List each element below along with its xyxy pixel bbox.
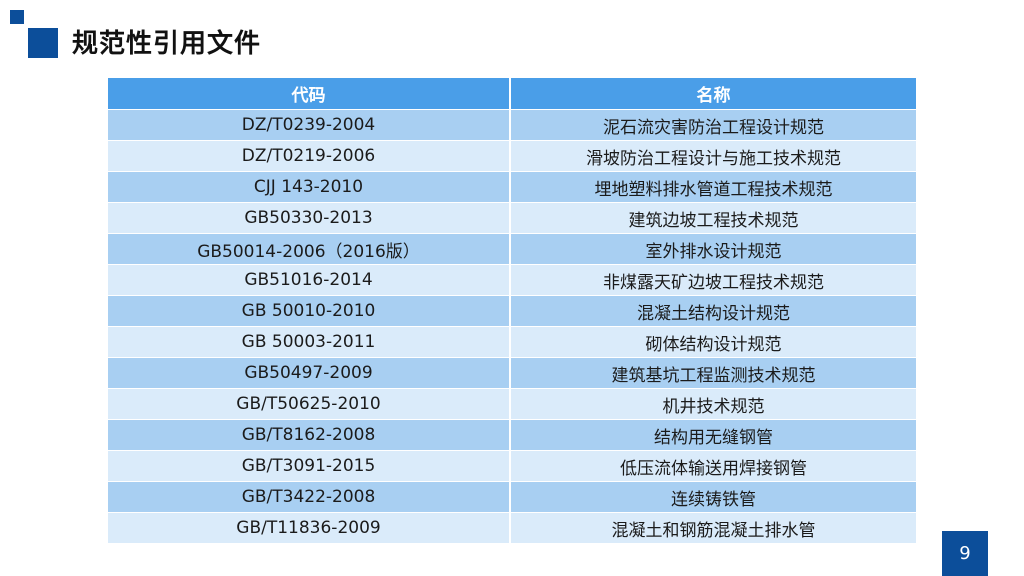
cell-name: 混凝土结构设计规范: [511, 296, 916, 327]
table-row: GB/T50625-2010 机井技术规范: [108, 389, 916, 420]
cell-name: 室外排水设计规范: [511, 234, 916, 265]
cell-code: DZ/T0239-2004: [108, 110, 511, 141]
cell-code: GB/T3422-2008: [108, 482, 511, 513]
cell-code: GB50014-2006（2016版）: [108, 234, 511, 265]
cell-name: 混凝土和钢筋混凝土排水管: [511, 513, 916, 544]
cell-name: 泥石流灾害防治工程设计规范: [511, 110, 916, 141]
cell-code: GB 50010-2010: [108, 296, 511, 327]
table-row: GB50497-2009 建筑基坑工程监测技术规范: [108, 358, 916, 389]
cell-code: GB 50003-2011: [108, 327, 511, 358]
cell-name: 低压流体输送用焊接钢管: [511, 451, 916, 482]
cell-name: 滑坡防治工程设计与施工技术规范: [511, 141, 916, 172]
table-row: GB50014-2006（2016版） 室外排水设计规范: [108, 234, 916, 265]
cell-code: GB/T3091-2015: [108, 451, 511, 482]
decor-square-small: [10, 10, 24, 24]
table-row: GB/T8162-2008 结构用无缝钢管: [108, 420, 916, 451]
page-title: 规范性引用文件: [72, 29, 262, 59]
table-row: GB/T3422-2008 连续铸铁管: [108, 482, 916, 513]
cell-code: GB51016-2014: [108, 265, 511, 296]
table-row: GB51016-2014 非煤露天矿边坡工程技术规范: [108, 265, 916, 296]
cell-name: 埋地塑料排水管道工程技术规范: [511, 172, 916, 203]
cell-code: GB50330-2013: [108, 203, 511, 234]
table-row: DZ/T0219-2006 滑坡防治工程设计与施工技术规范: [108, 141, 916, 172]
table-row: GB/T3091-2015 低压流体输送用焊接钢管: [108, 451, 916, 482]
table-header-row: 代码 名称: [108, 78, 916, 110]
table-row: DZ/T0239-2004 泥石流灾害防治工程设计规范: [108, 110, 916, 141]
column-header-code: 代码: [108, 78, 511, 110]
cell-name: 机井技术规范: [511, 389, 916, 420]
cell-name: 连续铸铁管: [511, 482, 916, 513]
standards-table: 代码 名称 DZ/T0239-2004 泥石流灾害防治工程设计规范 DZ/T02…: [108, 78, 916, 544]
cell-name: 结构用无缝钢管: [511, 420, 916, 451]
cell-code: GB/T50625-2010: [108, 389, 511, 420]
cell-code: DZ/T0219-2006: [108, 141, 511, 172]
column-header-name: 名称: [511, 78, 916, 110]
cell-code: CJJ 143-2010: [108, 172, 511, 203]
cell-code: GB/T8162-2008: [108, 420, 511, 451]
table-row: GB50330-2013 建筑边坡工程技术规范: [108, 203, 916, 234]
cell-name: 建筑边坡工程技术规范: [511, 203, 916, 234]
standards-table-container: 代码 名称 DZ/T0239-2004 泥石流灾害防治工程设计规范 DZ/T02…: [108, 78, 916, 544]
table-row: GB 50010-2010 混凝土结构设计规范: [108, 296, 916, 327]
table-row: CJJ 143-2010 埋地塑料排水管道工程技术规范: [108, 172, 916, 203]
page-number-badge: 9: [942, 531, 988, 576]
cell-code: GB/T11836-2009: [108, 513, 511, 544]
cell-name: 非煤露天矿边坡工程技术规范: [511, 265, 916, 296]
cell-code: GB50497-2009: [108, 358, 511, 389]
cell-name: 砌体结构设计规范: [511, 327, 916, 358]
cell-name: 建筑基坑工程监测技术规范: [511, 358, 916, 389]
table-row: GB 50003-2011 砌体结构设计规范: [108, 327, 916, 358]
table-row: GB/T11836-2009 混凝土和钢筋混凝土排水管: [108, 513, 916, 544]
decor-square-large: [28, 28, 58, 58]
